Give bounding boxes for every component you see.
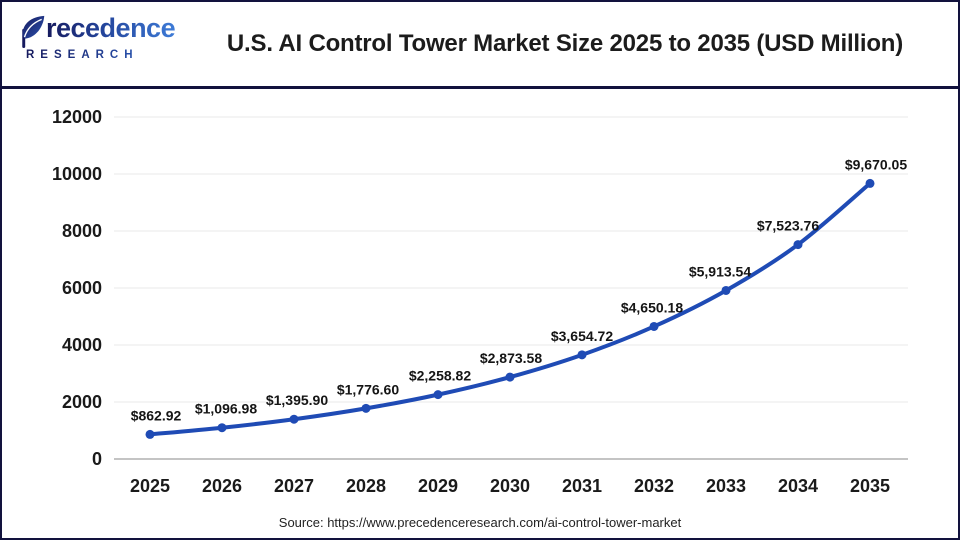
- data-point: [145, 429, 155, 439]
- y-tick-label: 2000: [62, 392, 102, 412]
- logo-brand-text: recedence: [46, 13, 176, 43]
- data-point-label: $1,395.90: [266, 392, 328, 408]
- x-tick-label: 2033: [706, 476, 746, 496]
- x-tick-label: 2027: [274, 476, 314, 496]
- data-point: [649, 321, 659, 331]
- x-tick-label: 2031: [562, 476, 602, 496]
- data-point: [433, 390, 443, 400]
- x-tick-label: 2028: [346, 476, 386, 496]
- data-point: [505, 372, 515, 382]
- data-point-label: $2,258.82: [409, 368, 471, 384]
- data-point-label: $862.92: [131, 407, 182, 423]
- data-point: [793, 240, 803, 250]
- x-tick-label: 2030: [490, 476, 530, 496]
- precedence-research-logo: recedence RESEARCH: [20, 13, 190, 61]
- data-point-label: $4,650.18: [621, 299, 683, 315]
- data-point: [361, 403, 371, 413]
- header: recedence RESEARCH U.S. AI Control Tower…: [2, 2, 958, 84]
- x-tick-label: 2032: [634, 476, 674, 496]
- data-point-label: $7,523.76: [757, 218, 819, 234]
- data-point: [865, 178, 875, 188]
- x-tick-label: 2025: [130, 476, 170, 496]
- data-point-label: $5,913.54: [689, 263, 751, 279]
- y-tick-label: 4000: [62, 335, 102, 355]
- data-point-label: $9,670.05: [845, 156, 907, 172]
- y-tick-label: 12000: [52, 107, 102, 127]
- x-tick-label: 2029: [418, 476, 458, 496]
- logo-brand-row: recedence: [20, 13, 190, 48]
- y-tick-label: 0: [92, 449, 102, 469]
- page-title: U.S. AI Control Tower Market Size 2025 t…: [226, 30, 904, 57]
- y-tick-label: 6000: [62, 278, 102, 298]
- data-point-label: $3,654.72: [551, 328, 613, 344]
- header-divider: [2, 86, 958, 89]
- data-point: [577, 350, 587, 360]
- source-text: Source: https://www.precedenceresearch.c…: [278, 515, 682, 530]
- data-point: [289, 414, 299, 424]
- data-point: [721, 285, 731, 295]
- logo-subtitle: RESEARCH: [26, 49, 190, 61]
- x-tick-label: 2026: [202, 476, 242, 496]
- data-point-label: $1,776.60: [337, 381, 399, 397]
- data-point-label: $2,873.58: [480, 350, 542, 366]
- data-point-label: $1,096.98: [195, 401, 257, 417]
- line-chart: 0 2000 4000 6000 8000 10000 12000 2025 2026 2027 2…: [52, 107, 908, 496]
- x-tick-label: 2034: [778, 476, 818, 496]
- y-tick-label: 8000: [62, 221, 102, 241]
- y-tick-label: 10000: [52, 164, 102, 184]
- data-point: [217, 423, 227, 433]
- leaf-icon: [22, 15, 45, 48]
- x-tick-label: 2035: [850, 476, 890, 496]
